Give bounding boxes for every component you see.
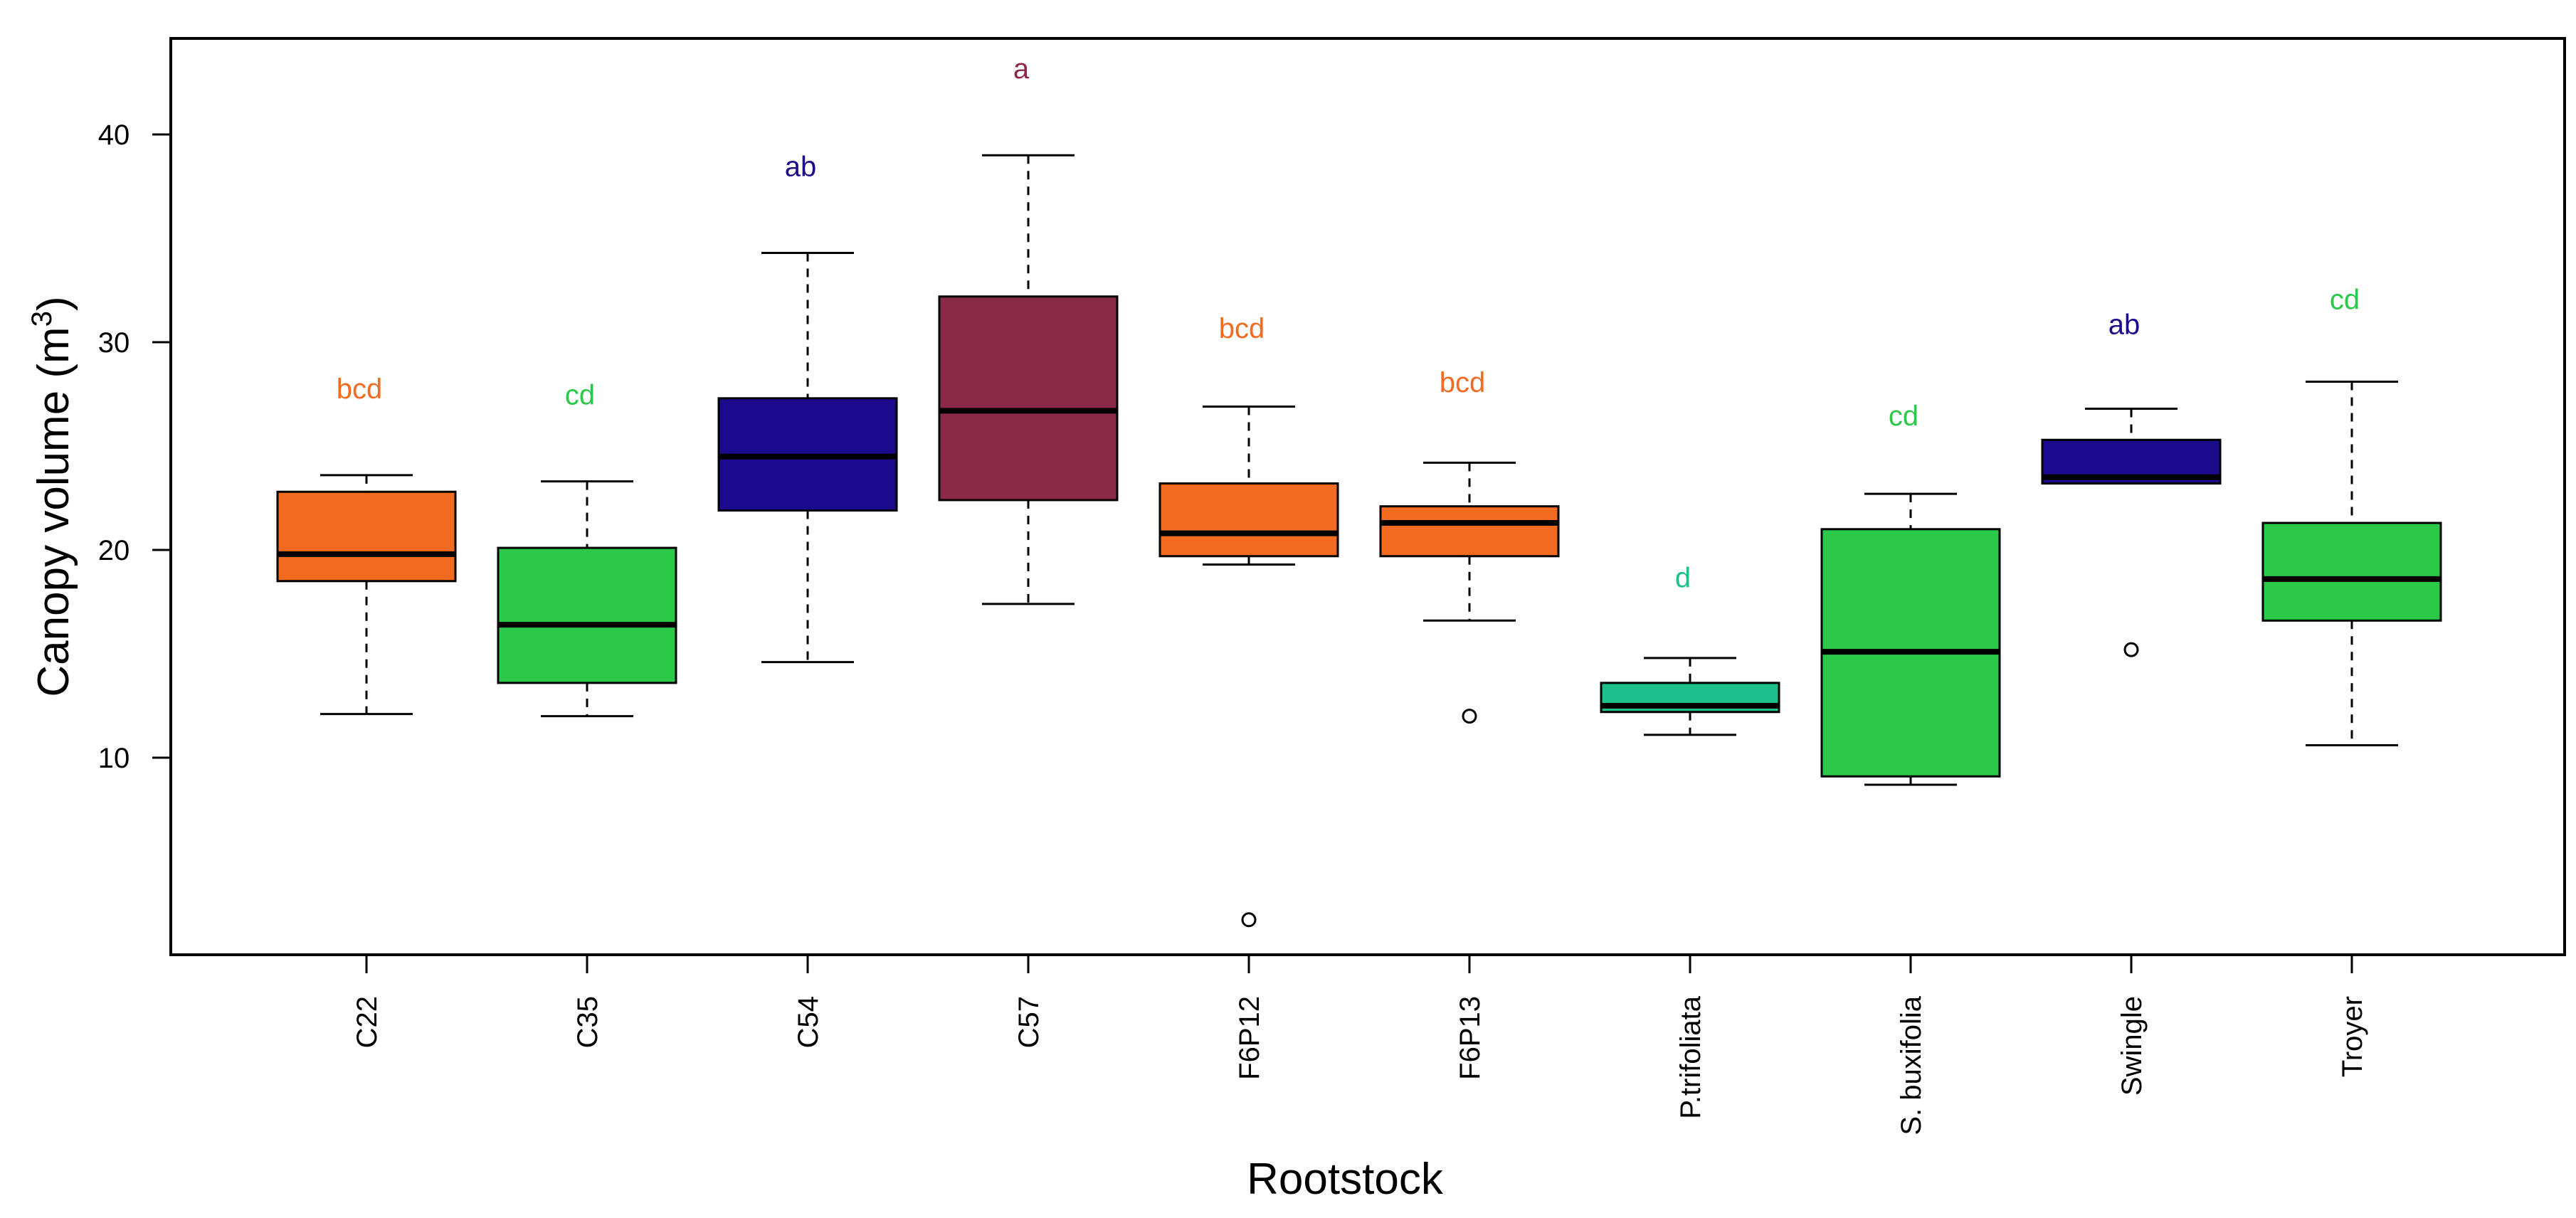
y-axis-title-main: Canopy volume (m: [29, 327, 78, 697]
significance-label: cd: [565, 380, 595, 411]
y-axis-title-superscript: 3: [26, 311, 58, 327]
box-group: [1379, 461, 1560, 724]
significance-label: a: [1013, 53, 1030, 85]
y-tick-label: 10: [98, 743, 130, 774]
significance-label: ab: [785, 151, 817, 182]
y-tick-label: 30: [98, 327, 130, 359]
y-tick-label: 20: [98, 535, 130, 566]
boxes-layer: [276, 154, 2442, 928]
x-axis: C22 C35 C54 C57 F6P12 F6P13 P.trifoliata S. bux…: [352, 955, 2368, 1135]
outlier-point: [1241, 912, 1257, 928]
box: [497, 546, 677, 684]
box-group: [276, 474, 457, 716]
y-axis-title: Canopy volume (m3): [26, 296, 78, 697]
box: [938, 295, 1119, 502]
x-category-label: C35: [572, 996, 603, 1048]
box-group: [497, 480, 677, 718]
box-group: [1600, 657, 1780, 736]
significance-label: cd: [1889, 401, 1918, 432]
box: [276, 490, 457, 583]
plot-frame: [169, 37, 2566, 956]
x-category-label: C57: [1013, 996, 1045, 1048]
x-axis-title: Rootstock: [1247, 1155, 1444, 1204]
significance-label: ab: [2108, 309, 2140, 340]
x-category-label: F6P13: [1455, 996, 1486, 1080]
box-group: [2261, 380, 2442, 746]
box: [1379, 505, 1560, 558]
significance-label: bcd: [1219, 313, 1265, 344]
x-category-label: Troyer: [2337, 996, 2368, 1077]
x-category-label: C22: [352, 996, 383, 1048]
x-category-label: S. buxifolia: [1896, 995, 1927, 1135]
box-group: [1820, 492, 2001, 786]
significance-label: bcd: [337, 374, 383, 405]
box: [2261, 521, 2442, 622]
y-tick-label: 40: [98, 120, 130, 151]
x-category-label: F6P12: [1234, 996, 1265, 1080]
y-axis: 10 20 30 40: [98, 120, 171, 774]
box-group: [717, 251, 898, 664]
significance-label: cd: [2330, 284, 2360, 315]
x-category-label: Swingle: [2116, 996, 2148, 1096]
outlier-point: [1462, 709, 1477, 724]
box-group: [1158, 406, 1339, 928]
box-group: [2041, 407, 2222, 657]
y-axis-title-suffix: ): [29, 296, 78, 311]
x-category-label: C54: [793, 996, 824, 1048]
x-category-label: P.trifoliata: [1675, 995, 1706, 1118]
box: [1158, 482, 1339, 558]
significance-label: bcd: [1440, 367, 1486, 398]
box-group: [938, 154, 1119, 605]
significance-label: d: [1675, 563, 1691, 594]
outlier-point: [2123, 642, 2139, 657]
